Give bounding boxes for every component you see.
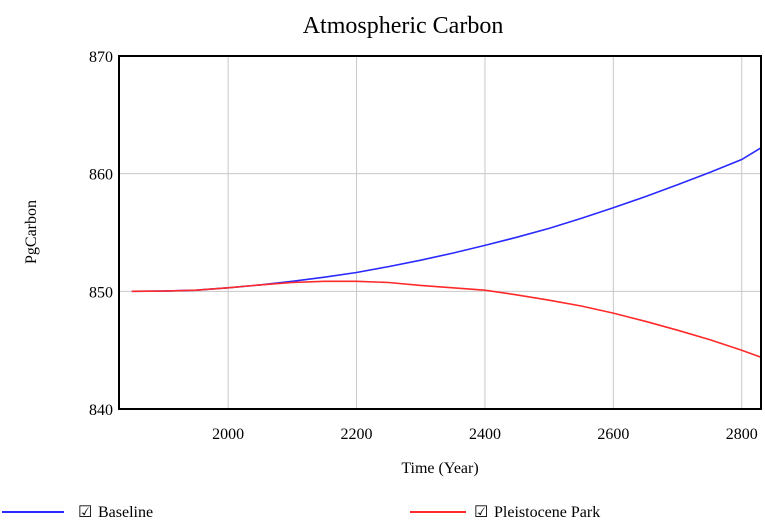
x-tick-label-2600: 2600 (597, 426, 629, 443)
x-axis-label: Time (Year) (401, 460, 478, 477)
y-tick-label-860: 860 (89, 167, 113, 184)
chart-title: Atmospheric Carbon (303, 13, 504, 39)
legend-item-baseline[interactable]: ☑ Baseline (2, 504, 153, 520)
y-tick-labels: 840 850 860 870 (89, 49, 113, 419)
y-axis-label: PgCarbon (23, 200, 40, 264)
plot-frame (118, 55, 762, 410)
legend-label-pleistocene-park: Pleistocene Park (494, 504, 600, 520)
series-line-pleistocene-park (131, 280, 762, 358)
legend: ☑ Baseline ☑ Pleistocene Park (2, 504, 600, 520)
series-lines (131, 147, 762, 358)
x-tick-label-2800: 2800 (726, 426, 758, 443)
x-tick-label-2400: 2400 (469, 426, 501, 443)
y-tick-label-850: 850 (89, 284, 113, 301)
legend-checkbox-pleistocene-park[interactable]: ☑ (474, 504, 488, 520)
x-tick-label-2200: 2200 (341, 426, 373, 443)
x-tick-labels: 2000 2200 2400 2600 2800 (212, 426, 758, 443)
legend-item-pleistocene-park[interactable]: ☑ Pleistocene Park (410, 504, 600, 520)
y-tick-label-840: 840 (89, 402, 113, 419)
legend-checkbox-baseline[interactable]: ☑ (78, 504, 92, 520)
series-line-baseline (131, 147, 762, 293)
legend-label-baseline: Baseline (98, 504, 153, 520)
y-tick-label-870: 870 (89, 49, 113, 66)
x-tick-label-2000: 2000 (212, 426, 244, 443)
grid-lines (119, 55, 761, 410)
